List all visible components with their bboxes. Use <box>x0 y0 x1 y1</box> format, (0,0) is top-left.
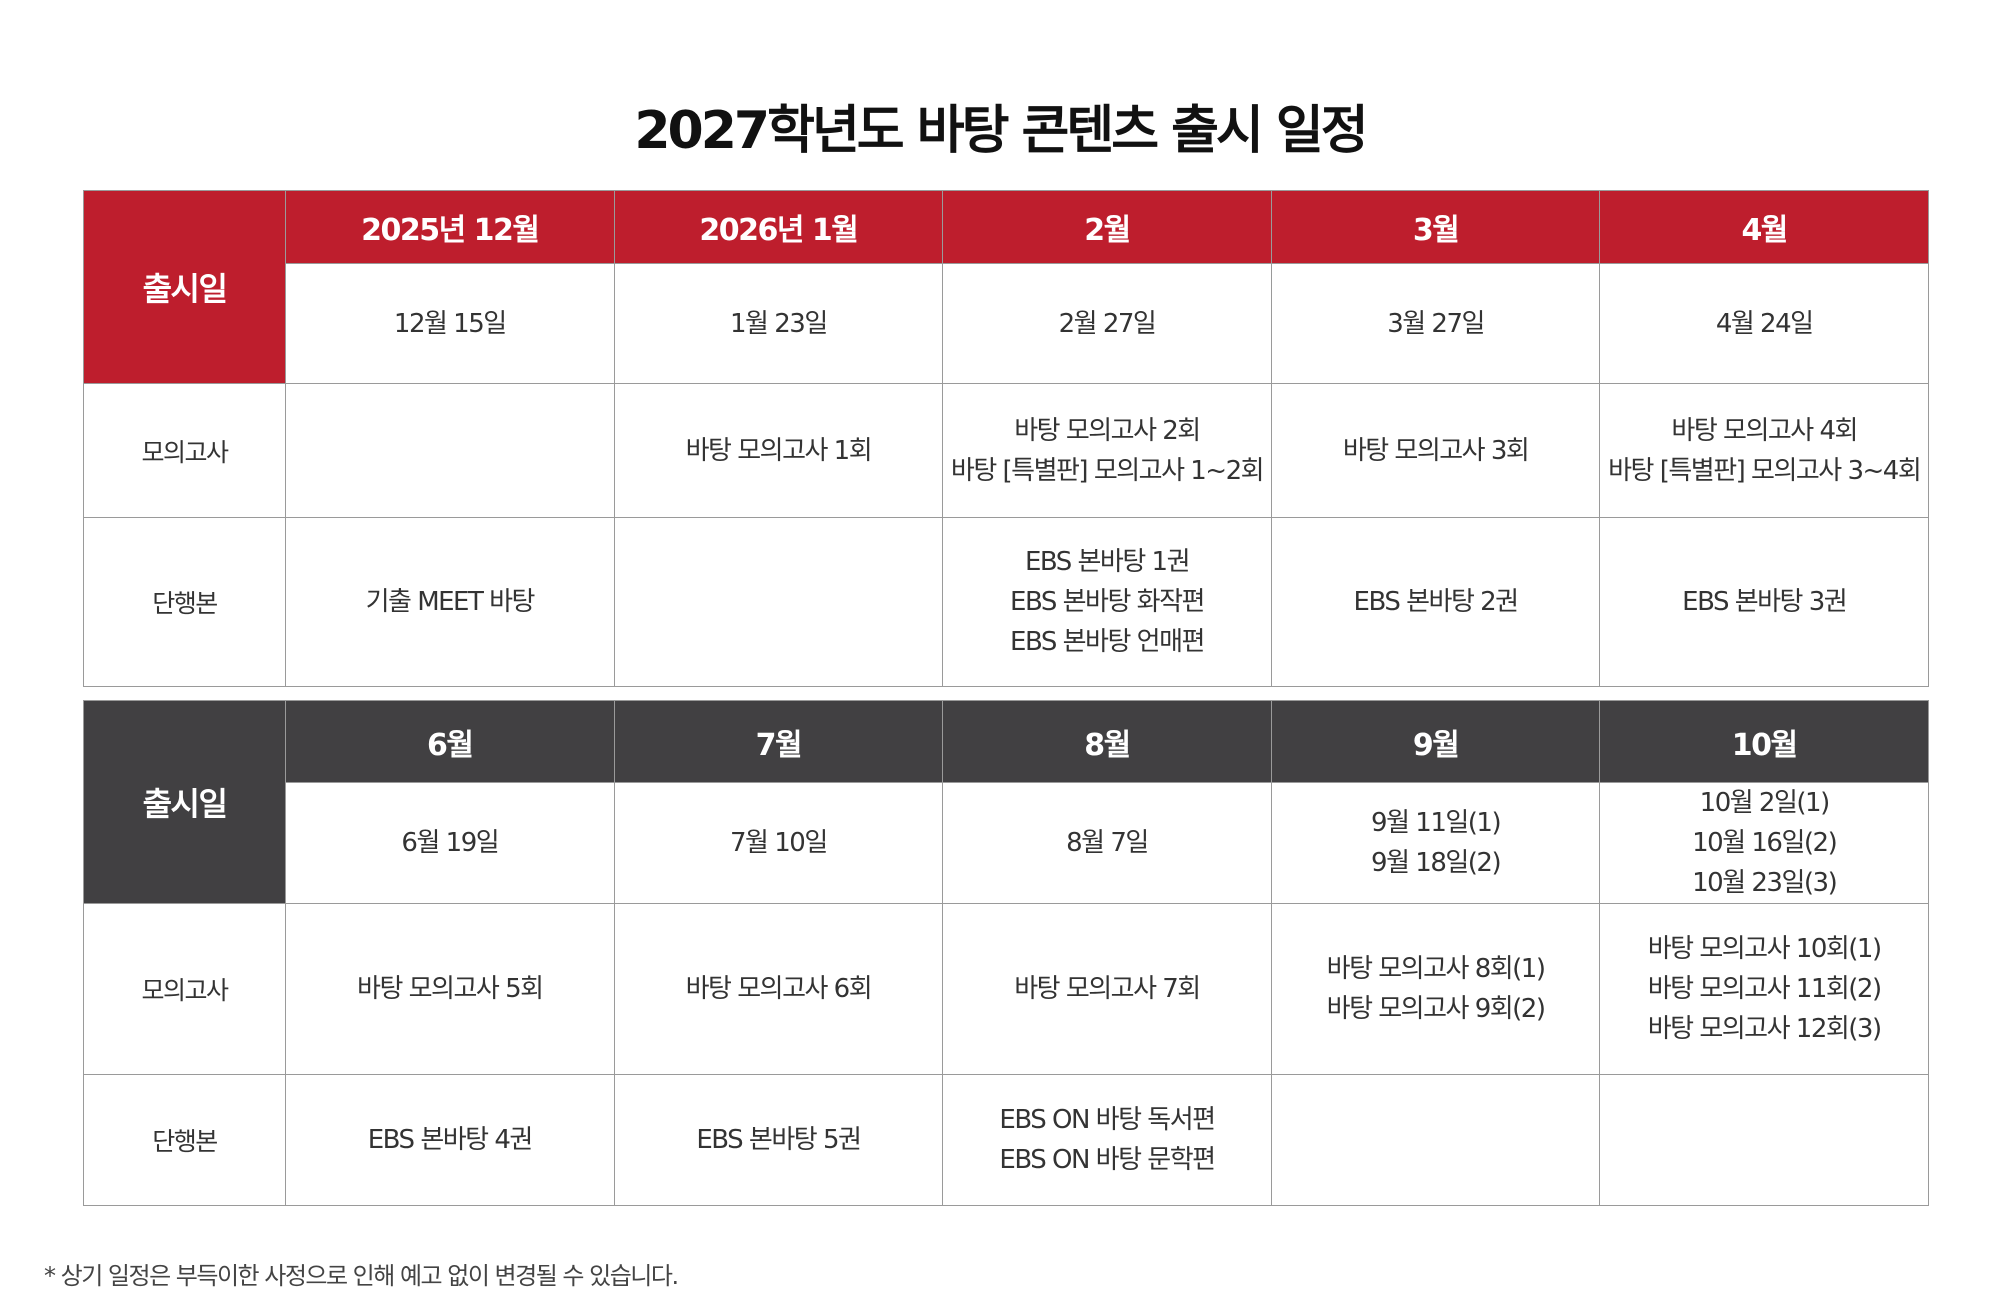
release-date-cell: 12월 15일 <box>285 263 615 384</box>
mock-exam-cell: 바탕 모의고사 1회 <box>613 383 944 518</box>
book-cell: EBS 본바탕 5권 <box>613 1074 944 1206</box>
cell-line: EBS 본바탕 언매편 <box>1010 627 1205 657</box>
mock-exam-cell: 바탕 모의고사 3회 <box>1270 383 1601 518</box>
month-header-row: 출시일 6월 7월 8월 9월 10월 <box>83 700 1929 904</box>
cell-line: 바탕 모의고사 5회 <box>357 974 544 1004</box>
cell-line: EBS 본바탕 1권 <box>1024 547 1191 577</box>
cell-line: 2월 27일 <box>1058 308 1157 339</box>
month-header: 3월 <box>1270 190 1601 264</box>
mock-exam-cell: 바탕 모의고사 8회(1) 바탕 모의고사 9회(2) <box>1270 903 1601 1075</box>
mock-exam-cell: 바탕 모의고사 10회(1) 바탕 모의고사 11회(2) 바탕 모의고사 12회(… <box>1599 903 1929 1075</box>
book-cell: EBS 본바탕 2권 <box>1270 517 1601 687</box>
mock-exam-cell: 바탕 모의고사 5회 <box>285 903 615 1075</box>
month-header: 6월 <box>285 700 615 783</box>
month-header: 8월 <box>942 700 1272 783</box>
mock-exam-row: 모의고사 바탕 모의고사 5회 바탕 모의고사 6회 바탕 모의고사 7회 바탕 모의… <box>83 903 1929 1075</box>
month-header-row: 출시일 2025년 12월 2026년 1월 2월 3월 4월 <box>83 190 1929 384</box>
cell-line: 바탕 모의고사 2회 <box>1014 415 1201 446</box>
page-title: 2027학년도 바탕 콘텐츠 출시 일정 <box>634 101 1368 161</box>
mock-exam-label: 모의고사 <box>83 383 286 518</box>
release-date-cell: 6월 19일 <box>285 782 615 904</box>
cell-line: 바탕 [특별판] 모의고사 1~2회 <box>950 455 1265 486</box>
book-cell <box>1599 1074 1929 1206</box>
month-header: 4월 <box>1599 190 1929 264</box>
release-date-row: 12월 15일 1월 23일 2월 27일 3월 27일 4월 24일 <box>84 263 1929 384</box>
cell-line: 12월 15일 <box>393 308 507 339</box>
cell-line: 바탕 모의고사 10회(1) <box>1647 934 1882 964</box>
release-date-label: 출시일 <box>83 190 286 384</box>
cell-line: 바탕 [특별판] 모의고사 3~4회 <box>1608 455 1922 486</box>
cell-line: 6월 19일 <box>401 828 499 858</box>
release-date-cell: 1월 23일 <box>613 263 944 384</box>
cell-line: 바탕 모의고사 7회 <box>1014 974 1201 1004</box>
cell-line: EBS 본바탕 4권 <box>367 1125 534 1155</box>
cell-line: 8월 7일 <box>1066 828 1149 858</box>
mock-exam-cell <box>285 383 615 518</box>
release-date-label: 출시일 <box>83 700 286 904</box>
cell-line: 바탕 모의고사 4회 <box>1671 415 1858 446</box>
month-header: 2026년 1월 <box>613 190 944 264</box>
cell-line: 9월 18일(2) <box>1371 848 1502 878</box>
release-date-cell: 8월 7일 <box>942 782 1272 904</box>
cell-line: 3월 27일 <box>1387 308 1485 339</box>
cell-line: EBS ON 바탕 독서편 <box>999 1105 1216 1135</box>
book-cell: EBS 본바탕 4권 <box>285 1074 615 1206</box>
cell-line: EBS 본바탕 화작편 <box>1010 587 1205 617</box>
mock-exam-label: 모의고사 <box>83 903 286 1075</box>
release-date-cell: 2월 27일 <box>942 263 1272 384</box>
mock-exam-cell: 바탕 모의고사 7회 <box>942 903 1272 1075</box>
book-cell: EBS 본바탕 1권 EBS 본바탕 화작편 EBS 본바탕 언매편 <box>942 517 1272 687</box>
cell-line: 바탕 모의고사 12회(3) <box>1647 1014 1882 1044</box>
cell-line: 10월 16일(2) <box>1692 828 1838 858</box>
cell-line: 바탕 모의고사 11회(2) <box>1647 974 1882 1004</box>
month-header: 7월 <box>613 700 944 783</box>
cell-line: 바탕 모의고사 8회(1) <box>1326 954 1546 984</box>
month-header: 10월 <box>1599 700 1929 783</box>
book-cell: 기출 MEET 바탕 <box>285 517 615 687</box>
cell-line: 10월 2일(1) <box>1699 788 1831 818</box>
book-cell: EBS 본바탕 3권 <box>1599 517 1929 687</box>
cell-line: 바탕 모의고사 9회(2) <box>1326 994 1546 1024</box>
release-date-cell: 9월 11일(1) 9월 18일(2) <box>1270 782 1601 904</box>
cell-line: 7월 10일 <box>730 828 828 858</box>
month-header: 2025년 12월 <box>285 190 615 264</box>
cell-line: EBS ON 바탕 문학편 <box>999 1145 1216 1175</box>
cell-line: 기출 MEET 바탕 <box>365 587 536 617</box>
book-label: 단행본 <box>83 517 286 687</box>
release-date-cell: 7월 10일 <box>613 782 944 904</box>
release-date-cell: 10월 2일(1) 10월 16일(2) 10월 23일(3) <box>1599 782 1929 904</box>
cell-line: 바탕 모의고사 6회 <box>685 974 873 1004</box>
book-row: 단행본 EBS 본바탕 4권 EBS 본바탕 5권 EBS ON 바탕 독서편 EBS… <box>83 1074 1929 1206</box>
cell-line: 4월 24일 <box>1715 308 1814 339</box>
release-date-cell: 3월 27일 <box>1270 263 1601 384</box>
cell-line: 바탕 모의고사 1회 <box>685 435 873 466</box>
schedule-table-second-half: 출시일 6월 7월 8월 9월 10월 6월 19일 7월 10일 8월 7일 9월 11일(… <box>83 700 1929 1206</box>
cell-line: 1월 23일 <box>730 308 828 339</box>
cell-line: 10월 23일(3) <box>1692 868 1838 898</box>
cell-line: EBS 본바탕 5권 <box>696 1125 862 1155</box>
book-label: 단행본 <box>83 1074 286 1206</box>
month-header: 9월 <box>1270 700 1601 783</box>
book-cell: EBS ON 바탕 독서편 EBS ON 바탕 문학편 <box>942 1074 1272 1206</box>
footnote: * 상기 일정은 부득이한 사정으로 인해 예고 없이 변경될 수 있습니다. <box>44 1262 679 1290</box>
book-cell <box>613 517 944 687</box>
cell-line: EBS 본바탕 2권 <box>1353 587 1520 617</box>
release-date-row: 6월 19일 7월 10일 8월 7일 9월 11일(1) 9월 18일(2) 10월 2… <box>84 782 1929 904</box>
cell-line: 바탕 모의고사 3회 <box>1342 435 1530 466</box>
book-cell <box>1270 1074 1601 1206</box>
mock-exam-cell: 바탕 모의고사 6회 <box>613 903 944 1075</box>
cell-line: 9월 11일(1) <box>1371 808 1502 838</box>
cell-line: EBS 본바탕 3권 <box>1682 587 1848 617</box>
book-row: 단행본 기출 MEET 바탕 EBS 본바탕 1권 EBS 본바탕 화작편 EBS 본… <box>83 517 1929 687</box>
schedule-table-first-half: 출시일 2025년 12월 2026년 1월 2월 3월 4월 12월 15일 1월 23… <box>83 190 1929 687</box>
month-header: 2월 <box>942 190 1272 264</box>
release-date-cell: 4월 24일 <box>1599 263 1929 384</box>
